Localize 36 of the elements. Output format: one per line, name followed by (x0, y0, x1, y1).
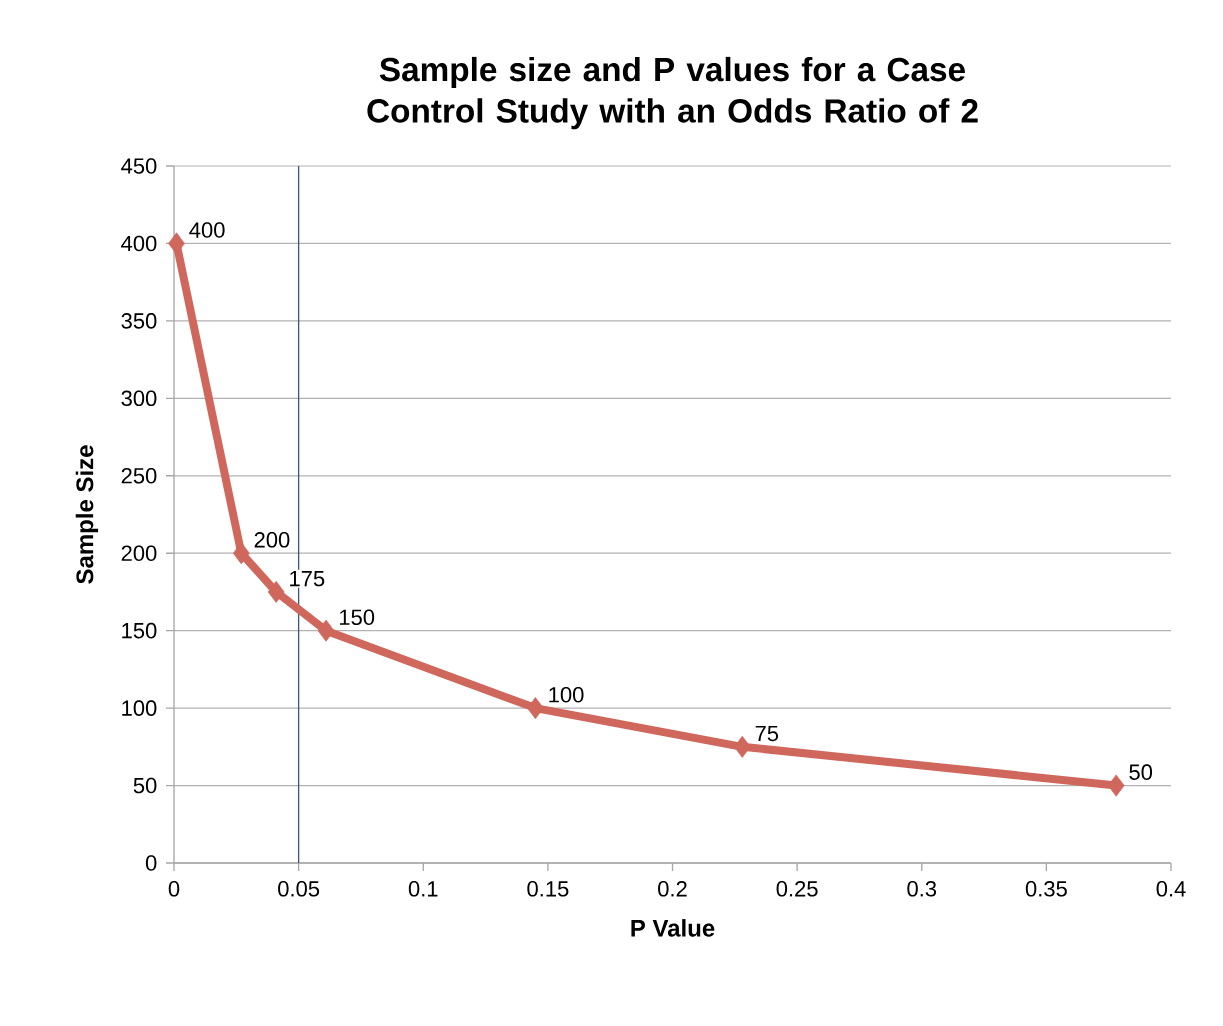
point (267, 580, 285, 603)
point (733, 735, 751, 758)
y-axis-title: Sample Size (75, 445, 99, 584)
point (317, 619, 335, 642)
data-label: 75 (755, 725, 779, 742)
data-label: 50 (1129, 764, 1153, 780)
x-tick-label: 0.15 (527, 881, 569, 897)
y-tick-label: 100 (122, 700, 157, 716)
y-tick-label: 0 (145, 855, 157, 871)
y-tick-label: 350 (121, 313, 157, 329)
point (168, 232, 185, 255)
data-label: 175 (290, 570, 325, 587)
x-tick-label: 0.25 (776, 881, 818, 897)
y-tick-label: 400 (121, 235, 157, 252)
x-tick-label: 0.1 (408, 881, 438, 897)
y-tick-label: 250 (121, 467, 157, 484)
x-tick-label: 0.05 (278, 881, 320, 897)
point (527, 697, 544, 720)
chart-title: Sample size and P values for a Case Control Study with an Odds Ratio of 2 (367, 56, 978, 130)
point (1107, 774, 1125, 797)
x-tick-label: 0.2 (658, 881, 687, 897)
y-tick-label: 50 (133, 777, 157, 794)
y-tick-label: 200 (121, 545, 157, 562)
point (232, 542, 250, 565)
y-tick-label: 300 (121, 390, 157, 407)
x-tick-label: 0 (168, 881, 180, 897)
x-tick-label: 0.35 (1025, 881, 1067, 897)
data-label: 100 (549, 686, 584, 703)
data-label: 200 (254, 532, 290, 548)
x-tick-label: 0.4 (1156, 881, 1186, 897)
x-axis-title: P Value (631, 919, 715, 937)
x-tick-label: 0.3 (907, 881, 937, 897)
y-tick-label: 150 (122, 622, 157, 639)
y-tick-label: 450 (121, 158, 157, 174)
data-label: 150 (339, 609, 375, 626)
data-label: 400 (189, 222, 225, 238)
